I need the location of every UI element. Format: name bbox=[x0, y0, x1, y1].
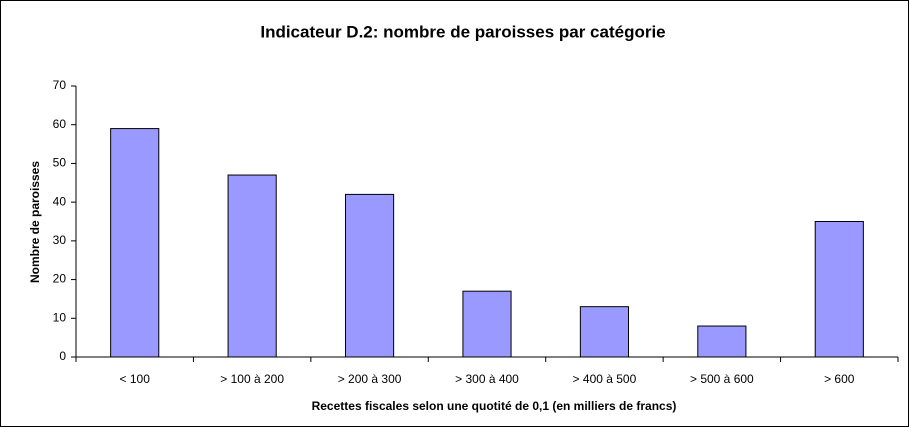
bar bbox=[227, 174, 277, 358]
y-axis-label: Nombre de paroisses bbox=[28, 161, 42, 283]
chart-title: Indicateur D.2: nombre de paroisses par … bbox=[260, 22, 665, 41]
bar bbox=[462, 290, 512, 358]
y-tick-label: 70 bbox=[53, 78, 67, 92]
x-tick-label: > 400 à 500 bbox=[573, 372, 637, 386]
y-tick-label: 50 bbox=[53, 156, 67, 170]
bar bbox=[697, 325, 747, 358]
y-tick-label: 30 bbox=[53, 233, 67, 247]
y-tick-label: 40 bbox=[53, 194, 67, 208]
x-tick-label: > 600 bbox=[824, 372, 855, 386]
y-tick-label: 20 bbox=[53, 272, 67, 286]
y-tick-label: 60 bbox=[53, 117, 67, 131]
x-tick-label: > 500 à 600 bbox=[690, 372, 754, 386]
y-tick-label: 0 bbox=[59, 349, 66, 363]
x-tick-label: > 300 à 400 bbox=[455, 372, 519, 386]
x-axis-label: Recettes fiscales selon une quotité de 0… bbox=[312, 399, 677, 413]
bar bbox=[814, 221, 864, 358]
y-tick-label: 10 bbox=[53, 310, 67, 324]
x-tick-label: > 200 à 300 bbox=[338, 372, 402, 386]
x-tick-label: > 100 à 200 bbox=[220, 372, 284, 386]
bar bbox=[110, 128, 160, 358]
x-tick-label: < 100 bbox=[120, 372, 151, 386]
bar bbox=[344, 193, 395, 358]
bar bbox=[579, 306, 630, 358]
